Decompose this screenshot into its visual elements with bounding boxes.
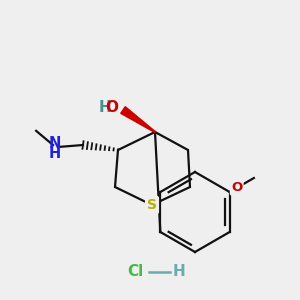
- Text: S: S: [147, 198, 157, 212]
- Text: Cl: Cl: [127, 265, 143, 280]
- Text: O: O: [231, 181, 242, 194]
- Text: O: O: [105, 100, 118, 116]
- Polygon shape: [121, 107, 155, 132]
- Text: N: N: [49, 136, 61, 151]
- Text: H: H: [98, 100, 111, 116]
- Text: H: H: [173, 265, 186, 280]
- Text: H: H: [49, 146, 61, 161]
